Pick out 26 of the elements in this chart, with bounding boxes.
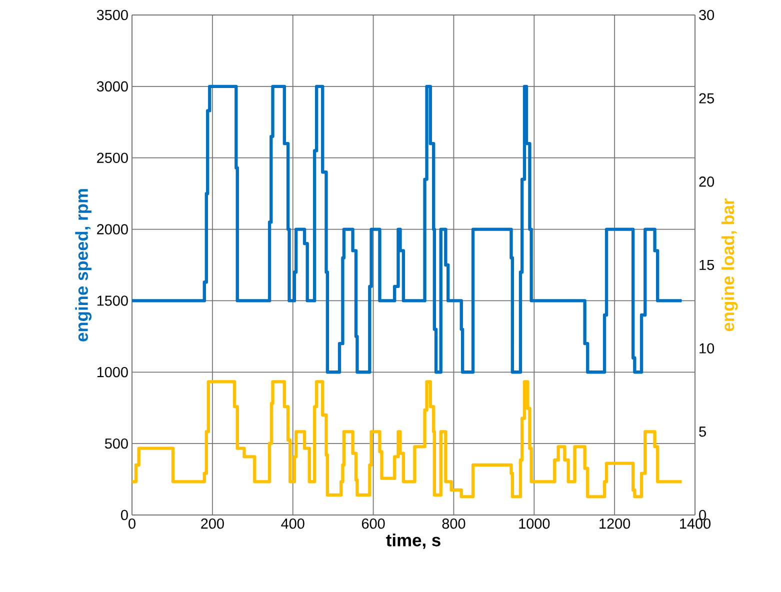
y2-tick-label: 15 (700, 260, 714, 270)
x-tick-label: 1400 (680, 518, 711, 529)
y-tick-label: 3000 (96, 81, 128, 92)
y-tick-label: 3500 (96, 10, 128, 20)
y-tick-label: 2500 (97, 152, 128, 163)
x-axis-title: time, s (386, 534, 440, 549)
y-tick-label: 1000 (97, 367, 128, 378)
x-tick-label: 0 (128, 518, 136, 529)
y2-axis-title: engine load, bar (721, 198, 738, 332)
y-tick-label: 2000 (97, 224, 128, 234)
x-tick-label: 600 (362, 518, 385, 529)
y2-tick-label: 30 (699, 10, 714, 20)
y-tick-label: 1500 (97, 296, 128, 306)
x-tick-label: 1000 (519, 518, 550, 529)
y-tick-label: 500 (104, 438, 128, 449)
y2-tick-label: 5 (699, 426, 706, 437)
y-tick-label: 0 (121, 510, 128, 520)
y2-tick-label: 25 (699, 93, 714, 104)
y-axis-title: engine speed, rpm (75, 189, 92, 342)
x-tick-label: 1200 (600, 518, 630, 529)
y2-tick-label: 0 (699, 510, 706, 520)
x-tick-label: 400 (281, 518, 304, 529)
x-tick-label: 800 (442, 518, 466, 529)
y2-tick-label: 20 (699, 176, 714, 187)
y2-tick-label: 10 (700, 343, 714, 354)
x-tick-label: 200 (201, 518, 224, 529)
